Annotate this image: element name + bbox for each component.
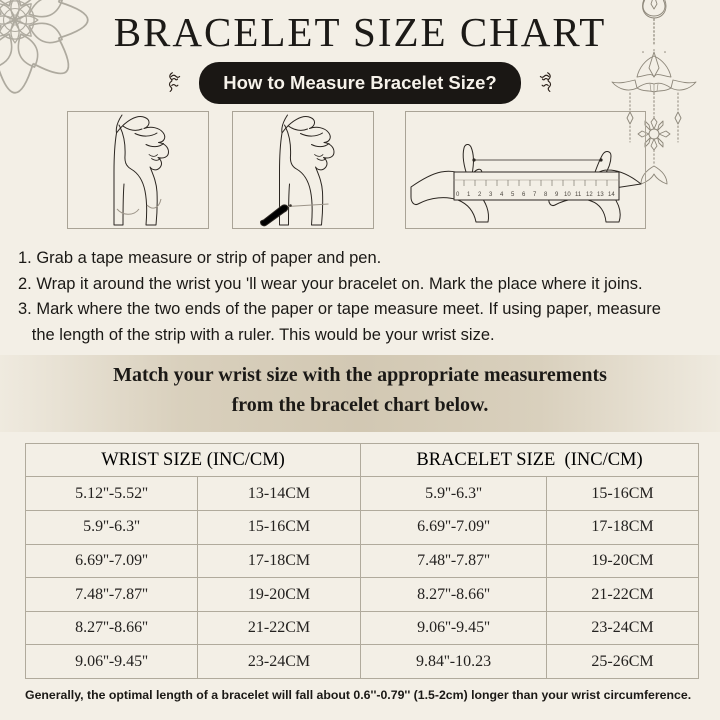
svg-text:11: 11 bbox=[575, 192, 582, 198]
svg-text:14: 14 bbox=[608, 192, 615, 198]
svg-text:12: 12 bbox=[586, 192, 593, 198]
svg-text:10: 10 bbox=[564, 192, 571, 198]
svg-text:13: 13 bbox=[597, 192, 604, 198]
